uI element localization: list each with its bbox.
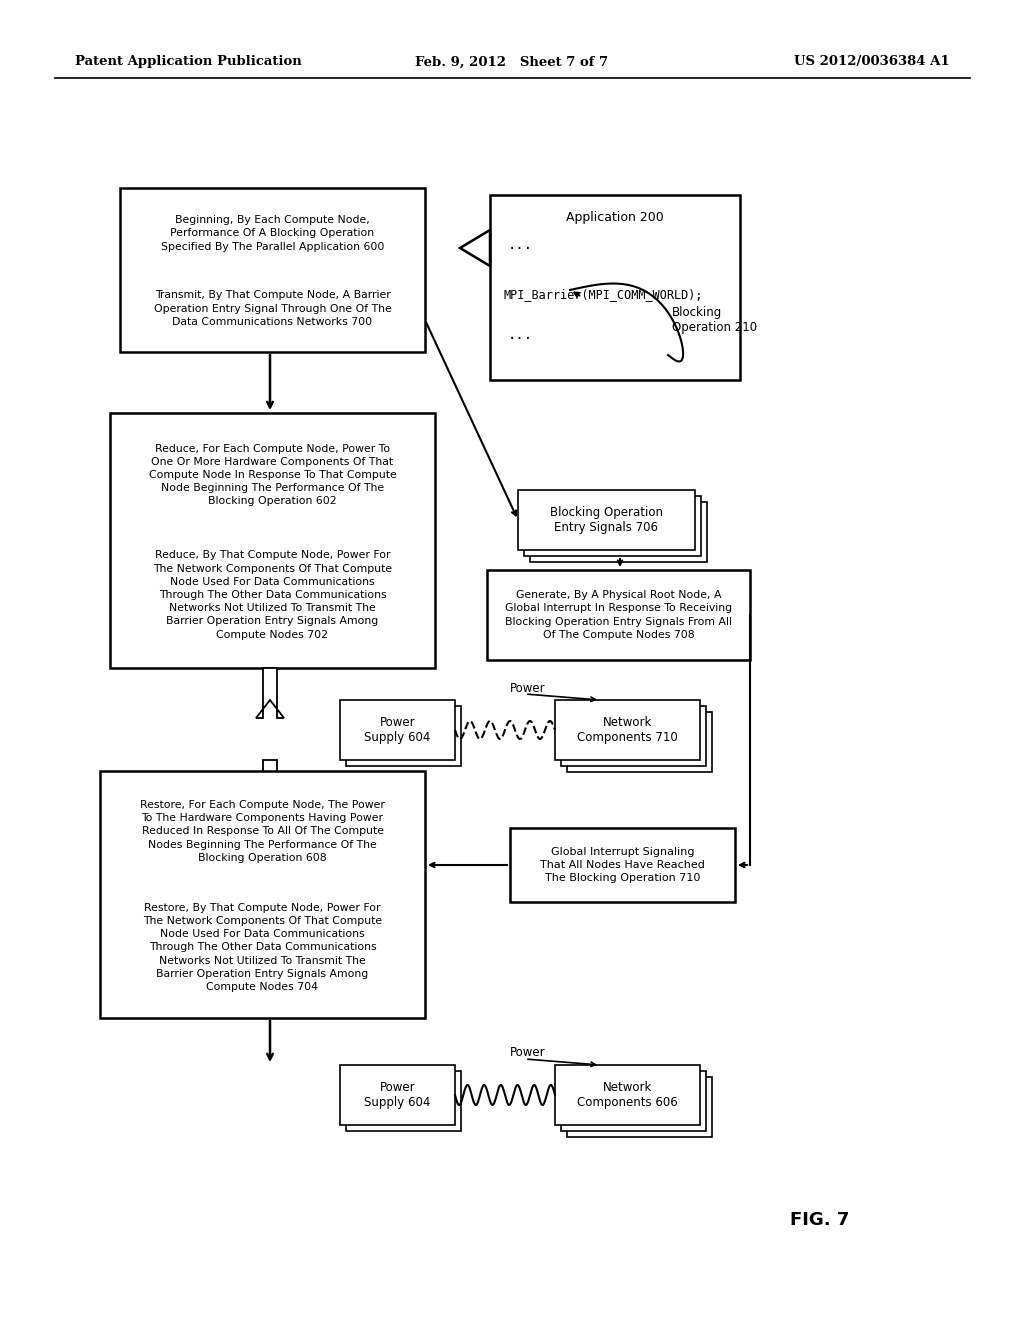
Text: Blocking
Operation 210: Blocking Operation 210 bbox=[672, 306, 757, 334]
Bar bbox=[110, 413, 435, 668]
Text: ...: ... bbox=[508, 238, 534, 252]
Text: Generate, By A Physical Root Node, A
Global Interrupt In Response To Receiving
B: Generate, By A Physical Root Node, A Glo… bbox=[505, 590, 732, 640]
Text: Application 200: Application 200 bbox=[566, 210, 664, 223]
Text: Blocking Operation
Entry Signals 706: Blocking Operation Entry Signals 706 bbox=[550, 506, 663, 535]
Bar bbox=[120, 187, 425, 352]
Bar bbox=[487, 570, 750, 660]
Text: Restore, By That Compute Node, Power For
The Network Components Of That Compute
: Restore, By That Compute Node, Power For… bbox=[143, 903, 382, 993]
Bar bbox=[346, 706, 461, 766]
Text: Beginning, By Each Compute Node,
Performance Of A Blocking Operation
Specified B: Beginning, By Each Compute Node, Perform… bbox=[161, 215, 384, 252]
Text: MPI_Barrier(MPI_COMM_WORLD);: MPI_Barrier(MPI_COMM_WORLD); bbox=[504, 289, 703, 301]
Bar bbox=[555, 1065, 700, 1125]
Bar bbox=[120, 420, 425, 531]
Bar bbox=[340, 700, 455, 760]
Text: Reduce, By That Compute Node, Power For
The Network Components Of That Compute
N: Reduce, By That Compute Node, Power For … bbox=[153, 550, 392, 640]
Polygon shape bbox=[256, 668, 284, 718]
Bar bbox=[530, 502, 707, 562]
Bar bbox=[110, 777, 415, 884]
Text: Restore, For Each Compute Node, The Power
To The Hardware Components Having Powe: Restore, For Each Compute Node, The Powe… bbox=[140, 800, 385, 863]
Bar bbox=[120, 531, 425, 660]
Bar bbox=[561, 1071, 706, 1131]
Polygon shape bbox=[256, 760, 284, 796]
Text: Patent Application Publication: Patent Application Publication bbox=[75, 55, 302, 69]
Bar bbox=[130, 195, 415, 272]
Text: Transmit, By That Compute Node, A Barrier
Operation Entry Signal Through One Of : Transmit, By That Compute Node, A Barrie… bbox=[154, 290, 391, 327]
Text: Power: Power bbox=[510, 681, 546, 694]
Text: Global Interrupt Signaling
That All Nodes Have Reached
The Blocking Operation 71: Global Interrupt Signaling That All Node… bbox=[540, 847, 705, 883]
Bar bbox=[567, 711, 712, 772]
Polygon shape bbox=[460, 230, 490, 267]
Bar bbox=[346, 1071, 461, 1131]
Text: FIG. 7: FIG. 7 bbox=[791, 1210, 850, 1229]
Text: US 2012/0036384 A1: US 2012/0036384 A1 bbox=[795, 55, 950, 69]
Text: Network
Components 606: Network Components 606 bbox=[578, 1081, 678, 1109]
Bar bbox=[100, 771, 425, 1018]
Text: Power: Power bbox=[510, 1047, 546, 1060]
Bar bbox=[561, 706, 706, 766]
Bar bbox=[490, 195, 740, 380]
Bar bbox=[524, 496, 701, 556]
Text: Reduce, For Each Compute Node, Power To
One Or More Hardware Components Of That
: Reduce, For Each Compute Node, Power To … bbox=[148, 444, 396, 507]
Bar bbox=[340, 1065, 455, 1125]
Text: ...: ... bbox=[508, 327, 534, 342]
Text: Power
Supply 604: Power Supply 604 bbox=[365, 715, 431, 744]
Bar bbox=[518, 490, 695, 550]
Bar bbox=[567, 1077, 712, 1137]
Bar bbox=[110, 884, 415, 1010]
Text: Feb. 9, 2012   Sheet 7 of 7: Feb. 9, 2012 Sheet 7 of 7 bbox=[416, 55, 608, 69]
Bar bbox=[510, 828, 735, 902]
Text: Network
Components 710: Network Components 710 bbox=[578, 715, 678, 744]
Bar bbox=[130, 272, 415, 345]
Text: Power
Supply 604: Power Supply 604 bbox=[365, 1081, 431, 1109]
Bar bbox=[555, 700, 700, 760]
